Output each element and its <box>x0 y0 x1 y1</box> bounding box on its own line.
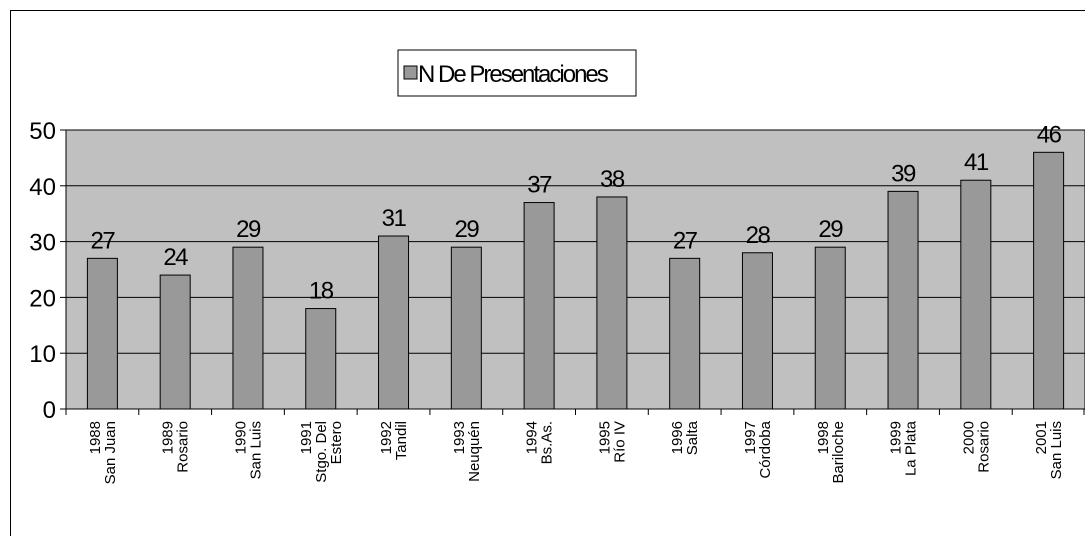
y-tick-label-40: 40 <box>29 174 56 201</box>
data-label-12: 41 <box>964 149 989 176</box>
bar-5 <box>450 246 482 410</box>
data-label-13: 46 <box>1037 121 1062 148</box>
bar-10 <box>814 246 846 410</box>
legend-box <box>397 49 637 97</box>
data-label-4: 31 <box>382 205 407 232</box>
data-label-2: 29 <box>236 216 261 243</box>
x-tick-label-5: 1993Neuquén <box>451 421 483 482</box>
legend-label: N De Presentaciones <box>418 61 609 88</box>
data-label-1: 24 <box>163 244 188 271</box>
x-tick-label-8: 1996Salta <box>669 420 701 455</box>
x-tick-label-12: 2000Rosario <box>960 421 992 473</box>
legend-swatch <box>403 65 418 80</box>
bar-3 <box>305 308 337 410</box>
x-tick-label-3: 1991Stgo. DelEstero <box>298 421 345 483</box>
y-tick-label-10: 10 <box>29 341 56 368</box>
bar-7 <box>596 196 628 410</box>
x-tick-label-0: 1988San Juan <box>87 421 119 484</box>
data-label-0: 27 <box>91 227 116 254</box>
data-label-7: 38 <box>600 166 625 193</box>
y-tick-label-30: 30 <box>29 230 56 257</box>
bar-11 <box>887 190 919 410</box>
y-tick-label-20: 20 <box>29 285 56 312</box>
x-tick-label-9: 1997Córdoba <box>742 420 774 478</box>
x-tick-label-10: 1998Bariloche <box>815 421 847 484</box>
bar-9 <box>741 252 773 410</box>
bar-0 <box>86 257 118 410</box>
bar-6 <box>523 202 555 410</box>
y-tick-label-0: 0 <box>43 397 56 424</box>
x-tick-label-2: 1990San Luis <box>232 421 264 479</box>
data-label-6: 37 <box>527 172 552 199</box>
x-tick-label-13: 2001San Luis <box>1033 421 1065 479</box>
bar-8 <box>669 257 701 410</box>
chart-frame <box>10 10 1085 536</box>
y-tick-label-50: 50 <box>29 118 56 145</box>
data-label-3: 18 <box>309 278 334 305</box>
bar-12 <box>960 179 992 410</box>
data-label-11: 39 <box>891 160 916 187</box>
x-tick-label-6: 1994Bs.As. <box>524 421 556 464</box>
x-tick-label-11: 1999La Plata <box>888 420 920 476</box>
x-tick-label-4: 1992Tandil <box>378 421 410 460</box>
x-tick-label-7: 1995Río IV <box>596 421 628 463</box>
x-tick-label-1: 1989Rosario <box>160 421 192 473</box>
data-label-8: 27 <box>673 227 698 254</box>
bar-2 <box>232 246 264 410</box>
bar-1 <box>159 274 191 410</box>
data-label-5: 29 <box>454 216 479 243</box>
plot-area <box>65 129 1085 410</box>
bar-4 <box>378 235 410 410</box>
bar-13 <box>1033 151 1065 410</box>
data-label-10: 29 <box>818 216 843 243</box>
data-label-9: 28 <box>746 222 771 249</box>
